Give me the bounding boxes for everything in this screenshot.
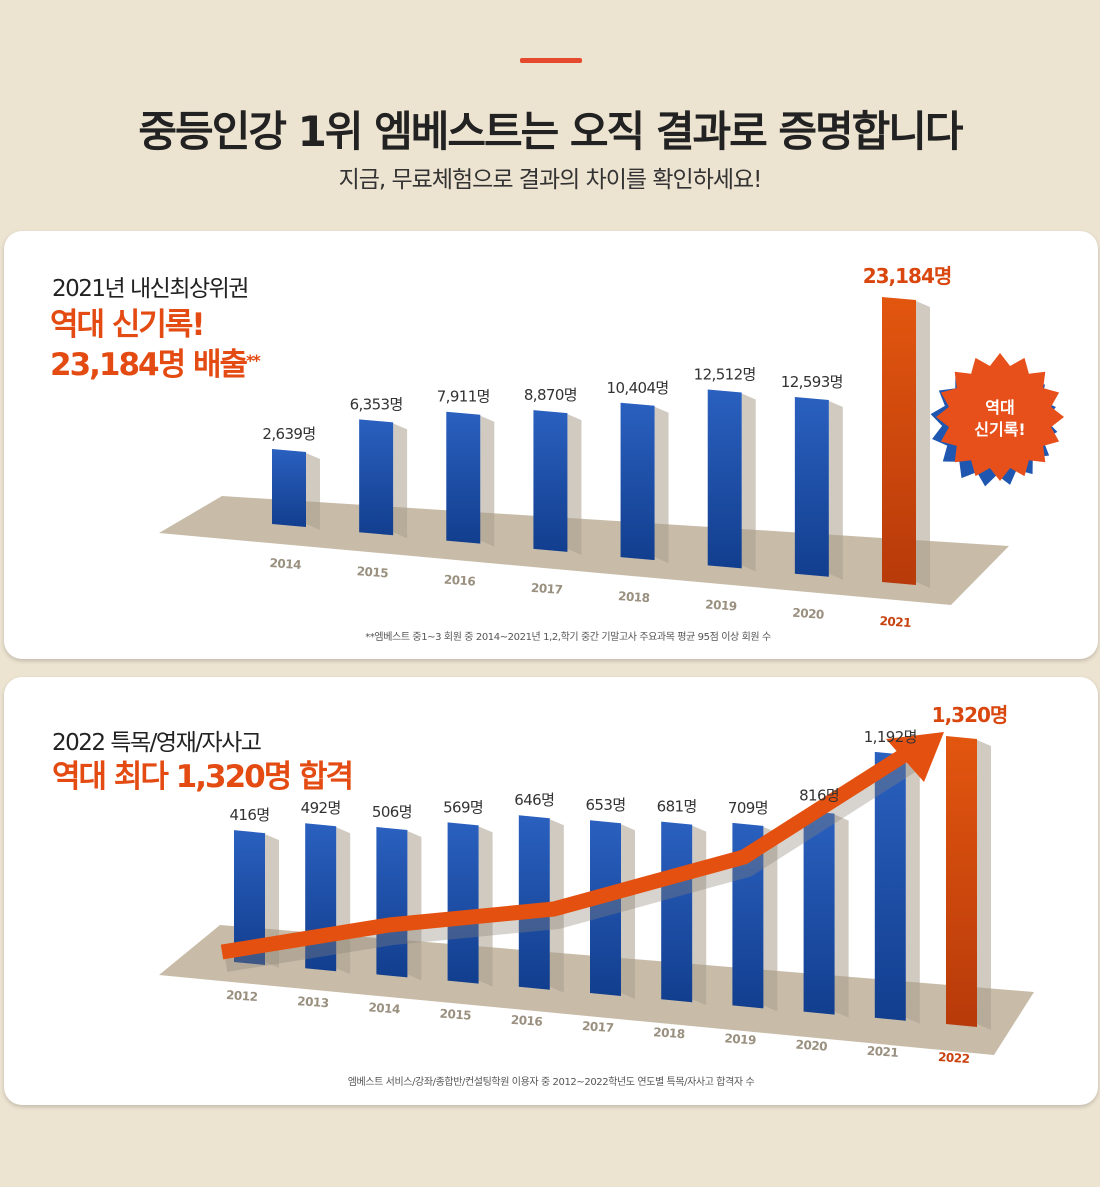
bar <box>874 751 906 1021</box>
chart-title: 2022 특목/영재/자사고 <box>52 730 262 756</box>
trend-arrow <box>220 732 944 972</box>
bar-shadow <box>692 825 707 1006</box>
bar-shadow <box>393 423 408 539</box>
year-label: 2014 <box>368 1000 400 1016</box>
year-label: 2021 <box>879 614 911 630</box>
bar-shadow <box>654 406 669 564</box>
bar-value-label: 646명 <box>514 791 554 809</box>
year-label: 2015 <box>439 1007 471 1023</box>
bar-value-label: 653명 <box>585 796 625 814</box>
chart-highlight: 역대 신기록! 23,184명 배출** <box>50 305 261 385</box>
bar-value-label: 7,911명 <box>437 388 490 406</box>
year-label: 2016 <box>510 1013 542 1029</box>
year-label: 2012 <box>226 988 258 1004</box>
year-label: 2013 <box>297 994 329 1010</box>
bar <box>359 419 394 536</box>
bar-shadow <box>763 826 778 1012</box>
chart-footnote: 엠베스트 서비스/강좌/종합반/컨설팅학원 이용자 중 2012~2022학년도… <box>347 1077 755 1088</box>
bar <box>620 402 655 561</box>
bar <box>518 815 550 990</box>
bar <box>803 810 835 1015</box>
bar <box>794 396 829 577</box>
bar-shadow <box>480 415 495 547</box>
bar-value-label: 1,320명 <box>932 703 1008 727</box>
bar-shadow <box>916 301 930 588</box>
chart-highlight-value: 23,184명 배출 <box>50 347 248 383</box>
bar-highlight <box>882 297 916 585</box>
year-label: 2019 <box>724 1031 756 1047</box>
accent-line <box>520 58 582 63</box>
year-label: 2020 <box>795 1038 827 1054</box>
trend-arrow-head <box>886 732 944 782</box>
bar-value-label: 12,512명 <box>694 366 756 384</box>
bar-value-label: 10,404명 <box>607 379 669 397</box>
badge-line-2: 신기록! <box>974 420 1025 439</box>
bar-value-label: 709명 <box>728 799 768 817</box>
year-label: 2020 <box>792 606 824 622</box>
year-label: 2017 <box>582 1019 614 1035</box>
trend-arrow-line <box>220 745 914 960</box>
admissions-chart: 416명 492명 506명 569명 646명 653명 681명 709명 816명 1,19… <box>159 703 1034 1066</box>
bar-value-label: 1,192명 <box>864 728 917 746</box>
year-label: 2022 <box>938 1050 970 1066</box>
page-title: 중등인강 1위 엠베스트는 오직 결과로 증명합니다 <box>138 107 963 156</box>
year-label: 2018 <box>653 1025 685 1041</box>
chart-highlight-line-1: 역대 신기록! <box>50 307 206 343</box>
badge-line-1: 역대 <box>985 398 1014 417</box>
bar-value-label: 681명 <box>657 798 697 816</box>
bar <box>446 411 481 544</box>
trend-arrow-shadow <box>224 757 918 972</box>
chart-highlight-line-2: 23,184명 배출** <box>50 345 261 385</box>
year-label: 2016 <box>443 573 475 589</box>
bar <box>376 827 408 978</box>
bar <box>661 821 693 1003</box>
bar <box>533 410 568 552</box>
year-label: 2018 <box>618 589 650 605</box>
year-label: 2014 <box>269 556 301 572</box>
chart-footnote: **엠베스트 중1~3 회원 중 2014~2021년 1,2,학기 중간 기말… <box>365 632 771 643</box>
bar-value-label: 6,353명 <box>350 395 403 413</box>
bar <box>447 822 479 984</box>
bar-value-label: 569명 <box>443 798 483 816</box>
footnote-mark: ** <box>245 351 261 370</box>
bar-value-label: 416명 <box>229 806 269 824</box>
chart-card-record: 2,639명 6,353명 7,911명 8,870명 10,404명 12,512명 12… <box>4 231 1098 659</box>
year-label: 2019 <box>705 597 737 613</box>
bar-shadow <box>567 414 582 555</box>
year-label: 2015 <box>356 564 388 580</box>
bar-value-label: 2,639명 <box>262 425 315 443</box>
bar <box>590 820 621 996</box>
bar <box>234 830 265 965</box>
bar <box>732 822 764 1009</box>
bar-shadow <box>478 826 493 987</box>
bar-highlight <box>946 736 977 1027</box>
bar <box>707 389 742 569</box>
bar-shadow <box>834 814 849 1018</box>
bar-shadow <box>741 393 756 572</box>
bar-shadow <box>407 831 422 981</box>
chart-title: 2021년 내신최상위권 <box>52 276 249 302</box>
year-label: 2021 <box>866 1044 898 1060</box>
record-chart: 2,639명 6,353명 7,911명 8,870명 10,404명 12,512명 12… <box>159 264 1064 630</box>
chart-highlight-line-1: 역대 최다 1,320명 합격 <box>52 759 354 795</box>
bar-shadow <box>306 453 320 530</box>
bar-shadow <box>905 755 920 1024</box>
chart-highlight: 역대 최다 1,320명 합격 <box>52 757 354 797</box>
bar-value-label: 23,184명 <box>863 264 952 288</box>
bar-shadow <box>265 834 279 968</box>
bar-value-label: 8,870명 <box>524 386 577 404</box>
bar-value-label: 816명 <box>799 787 839 805</box>
bar-shadow <box>828 400 843 580</box>
bar <box>272 449 306 527</box>
chart-card-admissions: 416명 492명 506명 569명 646명 653명 681명 709명 816명 1,19… <box>4 677 1098 1105</box>
record-badge: 역대 신기록! <box>930 353 1064 487</box>
page-subtitle: 지금, 무료체험으로 결과의 차이를 확인하세요! <box>338 167 763 193</box>
year-label: 2017 <box>531 581 563 597</box>
bar-value-label: 506명 <box>372 803 412 821</box>
bar-shadow <box>977 740 991 1030</box>
bar-value-label: 12,593명 <box>781 373 843 391</box>
bar-value-label: 492명 <box>301 799 341 817</box>
bar-shadow <box>621 824 635 999</box>
